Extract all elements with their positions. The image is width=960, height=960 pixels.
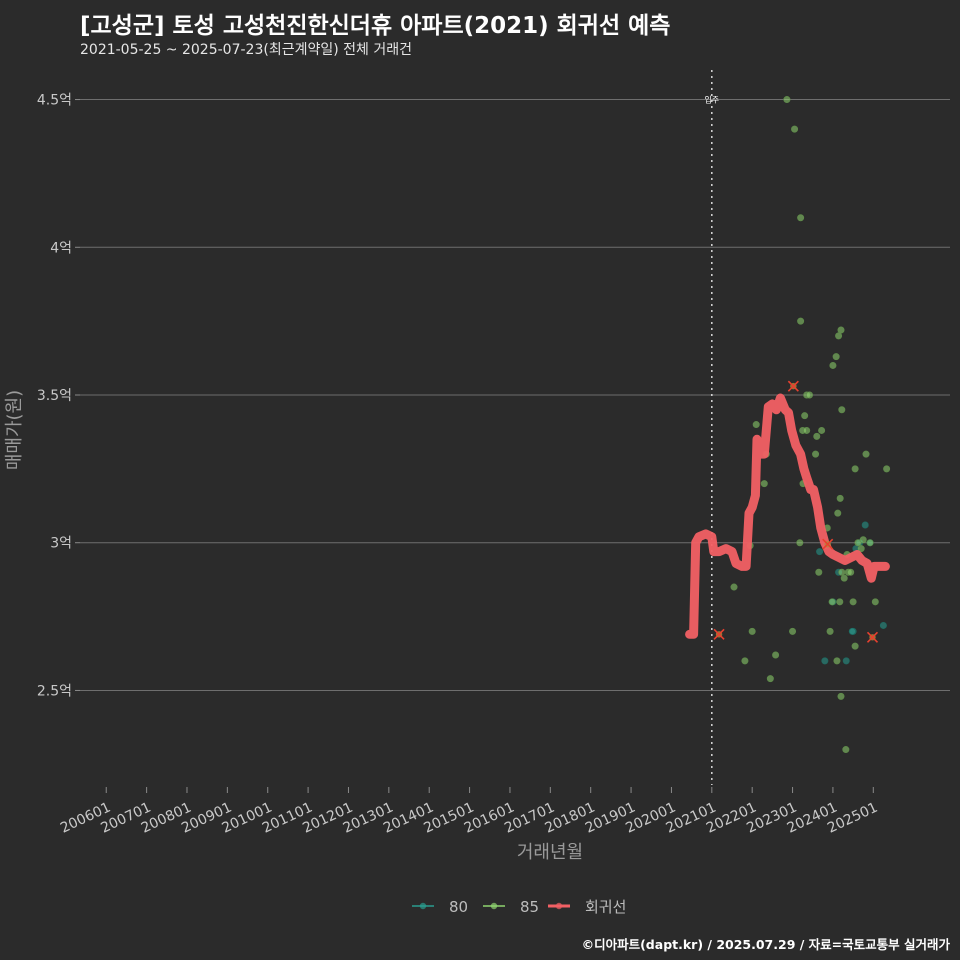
series-80-point xyxy=(816,548,824,556)
series-85-point xyxy=(806,391,814,399)
series-85-point xyxy=(847,568,855,576)
y-tick-label: 3억 xyxy=(50,536,72,552)
series-85-point xyxy=(862,450,870,458)
series-85-point xyxy=(838,406,846,414)
series-85-point xyxy=(838,568,846,576)
series-85-point xyxy=(797,317,805,325)
series-85-point xyxy=(766,675,774,683)
series-85-point xyxy=(840,574,848,582)
series-85-point xyxy=(849,598,857,606)
chart-title: [고성군] 토성 고성천진한신더휴 아파트(2021) 회귀선 예측 xyxy=(80,13,671,39)
x-marker-stroke xyxy=(866,631,879,643)
x-marker-stroke xyxy=(787,380,799,392)
series-85-point xyxy=(752,421,760,429)
legend-item: 80 xyxy=(412,898,468,916)
series-85-point xyxy=(812,450,820,458)
series-85-point xyxy=(835,332,843,340)
x-marker xyxy=(822,538,834,550)
series-85-point xyxy=(851,465,859,473)
series-85-point xyxy=(791,125,799,133)
series-85-point xyxy=(837,692,845,700)
series-80-point xyxy=(861,521,869,529)
series-85-point xyxy=(836,494,844,502)
series-80-point xyxy=(879,621,887,629)
y-tick-label: 2.5억 xyxy=(37,683,72,699)
series-85-point xyxy=(834,509,842,517)
series-85-points xyxy=(730,96,891,754)
grid-lines xyxy=(80,99,950,691)
legend-item: 회귀선 xyxy=(548,898,626,916)
legend-label: 85 xyxy=(520,898,539,916)
series-85-point xyxy=(883,465,891,473)
series-85-point xyxy=(836,598,844,606)
x-marker-stroke xyxy=(713,628,725,640)
series-85-point xyxy=(818,426,826,434)
x-marker-stroke xyxy=(822,538,834,550)
series-85-point xyxy=(854,539,862,547)
series-85-point xyxy=(730,583,738,591)
series-85-point xyxy=(783,96,791,104)
series-85-point xyxy=(866,539,874,547)
series-80-point xyxy=(848,627,856,635)
series-85-point xyxy=(772,651,780,659)
legend-key-point xyxy=(490,902,498,910)
series-85-point xyxy=(837,326,845,334)
series-85-point xyxy=(859,536,867,544)
legend-label: 80 xyxy=(449,898,468,916)
chart-subtitle: 2021-05-25 ~ 2025-07-23(최근계약일) 전체 거래건 xyxy=(80,42,412,58)
legend: 80 85 회귀선 xyxy=(412,898,626,916)
series-85-point xyxy=(789,627,797,635)
series-80-point xyxy=(821,657,829,665)
move-in-label: 입주 xyxy=(704,96,719,105)
regression-line xyxy=(685,393,890,639)
x-axis-ticks: 2006012007012008012009012010012011012012… xyxy=(58,787,880,837)
y-axis-title: 매매가(원) xyxy=(4,390,25,470)
series-80-point xyxy=(842,657,850,665)
series-85-point xyxy=(826,627,834,635)
series-85-point xyxy=(851,642,859,650)
x-markers xyxy=(713,380,879,643)
series-85-point xyxy=(760,480,768,488)
y-tick-label: 4억 xyxy=(50,240,72,256)
y-axis-ticks: 2.5억 3억 3.5억 4억 4.5억 xyxy=(37,93,80,699)
x-marker xyxy=(787,380,799,392)
series-85-point xyxy=(842,746,850,754)
move-in-marker: 입주 xyxy=(704,70,719,785)
series-85-point xyxy=(801,412,809,420)
y-tick-label: 4.5억 xyxy=(37,93,72,109)
legend-key-point xyxy=(555,902,563,910)
series-85-point xyxy=(828,598,836,606)
x-marker xyxy=(713,628,725,640)
series-85-point xyxy=(857,545,865,553)
legend-label: 회귀선 xyxy=(585,898,626,916)
series-85-point xyxy=(815,568,823,576)
x-marker xyxy=(866,631,879,643)
series-85-point xyxy=(748,627,756,635)
legend-item: 85 xyxy=(483,898,539,916)
y-tick-label: 3.5억 xyxy=(37,388,72,404)
series-85-point xyxy=(803,426,811,434)
footer-credit: ©디아파트(dapt.kr) / 2025.07.29 / 자료=국토교통부 실… xyxy=(581,937,950,952)
legend-key-point xyxy=(419,902,427,910)
series-85-point xyxy=(833,657,841,665)
series-85-point xyxy=(829,361,837,369)
regression-line-group xyxy=(685,393,890,639)
series-85-point xyxy=(797,214,805,222)
series-85-point xyxy=(796,539,804,547)
x-axis-title: 거래년월 xyxy=(517,842,583,863)
series-85-point xyxy=(871,598,879,606)
series-85-point xyxy=(741,657,749,665)
series-85-point xyxy=(813,432,821,440)
series-85-point xyxy=(832,353,840,361)
